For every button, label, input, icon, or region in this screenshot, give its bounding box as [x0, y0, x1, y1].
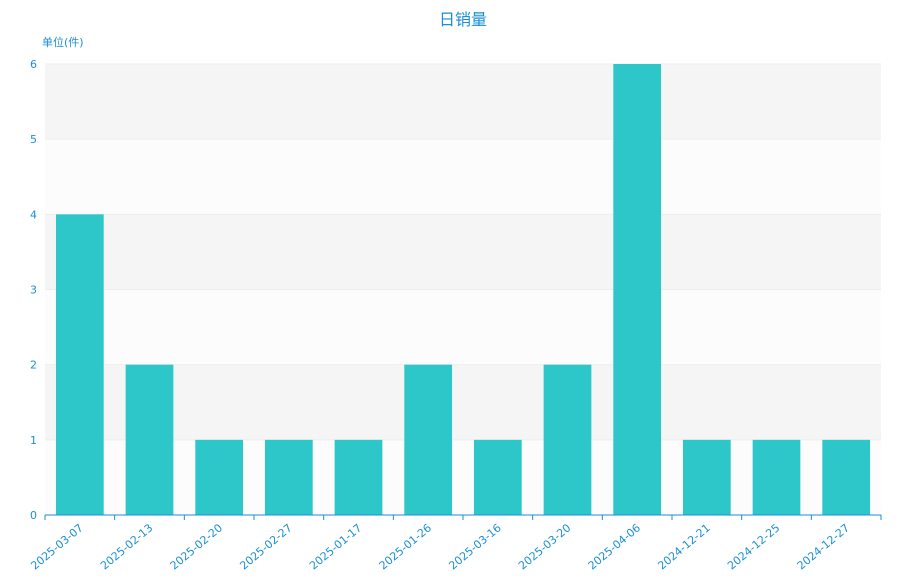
y-tick-label: 4 [30, 208, 37, 221]
y-axis-ticks: 0 1 2 3 4 5 6 [30, 58, 37, 522]
y-tick-label: 2 [30, 359, 37, 372]
y-tick-label: 1 [30, 434, 37, 447]
bar[interactable] [473, 439, 522, 515]
bar[interactable] [682, 439, 731, 515]
x-tick-label: 2025-04-06 [586, 521, 643, 572]
bar[interactable] [543, 364, 592, 515]
bar[interactable] [822, 439, 871, 515]
grid-band [45, 439, 881, 515]
x-tick-label: 2025-02-27 [237, 521, 294, 572]
bars [55, 64, 871, 516]
grid-band [45, 139, 881, 215]
bar[interactable] [55, 214, 104, 516]
x-tick-label: 2024-12-27 [795, 521, 852, 572]
bar[interactable] [334, 439, 383, 515]
bar[interactable] [195, 439, 244, 515]
bar[interactable] [125, 364, 174, 515]
bar[interactable] [264, 439, 313, 515]
y-tick-label: 3 [30, 284, 37, 297]
y-tick-label: 5 [30, 133, 37, 146]
x-tick-label: 2025-01-26 [377, 521, 434, 572]
x-tick-label: 2025-03-20 [516, 521, 573, 572]
grid-band [45, 64, 881, 140]
x-tick-label: 2025-03-07 [28, 521, 85, 572]
x-tick-label: 2025-02-13 [98, 521, 155, 572]
background-bands [45, 64, 881, 515]
x-tick-label: 2025-01-17 [307, 521, 364, 572]
y-axis-unit-label: 单位(件) [42, 35, 84, 49]
bar[interactable] [752, 439, 801, 515]
x-tick-label: 2024-12-25 [725, 521, 782, 572]
bar[interactable] [404, 364, 453, 515]
x-axis: 2025-03-07 2025-02-13 2025-02-20 2025-02-27… [28, 514, 882, 572]
x-tick-label: 2025-02-20 [168, 521, 225, 572]
x-tick-label: 2024-12-21 [655, 521, 712, 572]
x-tick-label: 2025-03-16 [446, 521, 503, 572]
grid-lines [45, 63, 881, 441]
grid-band [45, 364, 881, 440]
grid-band [45, 289, 881, 365]
bar[interactable] [613, 64, 662, 515]
y-tick-label: 0 [30, 509, 37, 522]
y-tick-label: 6 [30, 58, 37, 71]
grid-band [45, 214, 881, 290]
chart-title: 日销量 [439, 10, 487, 29]
